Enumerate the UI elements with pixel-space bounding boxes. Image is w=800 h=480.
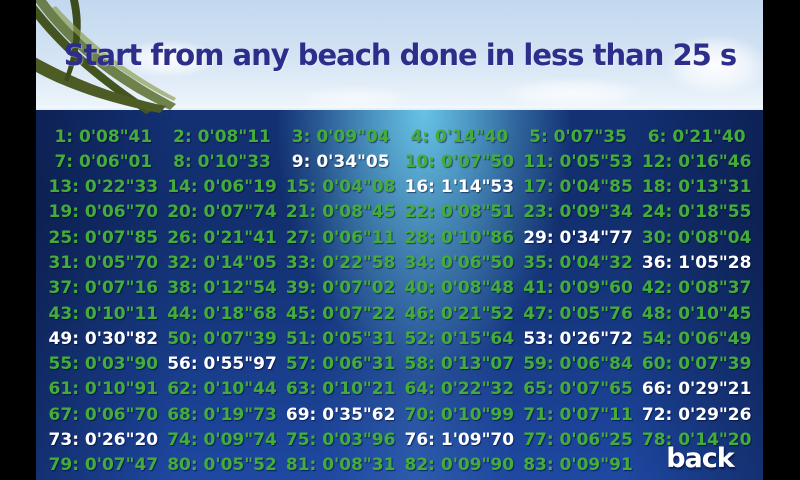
- time-cell: 33: 0'22"58: [285, 253, 396, 274]
- time-cell: 83: 0'09"91: [523, 455, 633, 476]
- time-cell: 50: 0'07"39: [167, 328, 277, 349]
- time-cell: 78: 0'14"20: [641, 430, 752, 451]
- time-cell: 66: 0'29"21: [641, 379, 752, 400]
- time-cell: 25: 0'07"85: [48, 227, 159, 248]
- times-grid: 1: 0'08"41 2: 0'08"11 3: 0'09"04 4: 0'14"40…: [44, 124, 756, 478]
- time-cell: 51: 0'05"31: [285, 328, 396, 349]
- time-cell: 40: 0'08"48: [404, 278, 515, 299]
- time-cell: 79: 0'07"47: [48, 455, 159, 476]
- time-cell: 62: 0'10"44: [167, 379, 277, 400]
- time-cell: 8: 0'10"33: [173, 151, 271, 172]
- time-cell: 5: 0'07"35: [529, 126, 627, 147]
- time-cell: 3: 0'09"04: [291, 126, 390, 147]
- time-cell: 56: 0'55"97: [167, 354, 277, 375]
- time-cell: 77: 0'06"25: [523, 430, 633, 451]
- cloud-faint: [295, 86, 415, 110]
- time-cell: 72: 0'29"26: [641, 404, 752, 425]
- time-cell: 44: 0'18"68: [167, 303, 277, 324]
- time-cell: 82: 0'09"90: [404, 455, 515, 476]
- time-cell: 59: 0'06"84: [523, 354, 633, 375]
- time-cell: 63: 0'10"21: [285, 379, 396, 400]
- time-cell: 71: 0'07"11: [523, 404, 633, 425]
- time-cell: 81: 0'08"31: [285, 455, 396, 476]
- time-cell: 17: 0'04"85: [523, 177, 633, 198]
- cloud-right: [664, 34, 768, 96]
- time-cell: 60: 0'07"39: [641, 354, 752, 375]
- time-cell: 36: 1'05"28: [641, 253, 752, 274]
- time-cell: 14: 0'06"19: [167, 177, 277, 198]
- time-cell: 26: 0'21"41: [167, 227, 277, 248]
- time-cell: 67: 0'06"70: [48, 404, 159, 425]
- time-cell: 10: 0'07"50: [404, 151, 515, 172]
- time-cell: 35: 0'04"32: [523, 253, 633, 274]
- time-cell: 37: 0'07"16: [48, 278, 159, 299]
- time-cell: 74: 0'09"74: [167, 430, 277, 451]
- time-cell: 7: 0'06"01: [54, 151, 153, 172]
- time-cell: 39: 0'07"02: [285, 278, 396, 299]
- time-cell: 68: 0'19"73: [167, 404, 277, 425]
- time-cell: 57: 0'06"31: [285, 354, 396, 375]
- time-cell: 13: 0'22"33: [48, 177, 159, 198]
- time-cell: 28: 0'10"86: [404, 227, 515, 248]
- cloud-left: [116, 40, 220, 78]
- time-cell: 21: 0'08"45: [285, 202, 396, 223]
- letterbox-left: [0, 0, 36, 480]
- time-cell: 70: 0'10"99: [404, 404, 515, 425]
- time-cell: 18: 0'13"31: [641, 177, 752, 198]
- time-cell: 58: 0'13"07: [404, 354, 515, 375]
- time-cell: 34: 0'06"50: [404, 253, 515, 274]
- time-cell: 42: 0'08"37: [641, 278, 752, 299]
- time-cell: 19: 0'06"70: [48, 202, 159, 223]
- time-cell: 80: 0'05"52: [167, 455, 277, 476]
- time-cell: 65: 0'07"65: [523, 379, 633, 400]
- time-cell: 61: 0'10"91: [48, 379, 159, 400]
- time-cell: 12: 0'16"46: [641, 151, 752, 172]
- time-cell: 20: 0'07"74: [167, 202, 277, 223]
- time-cell: 43: 0'10"11: [48, 303, 159, 324]
- time-cell: 32: 0'14"05: [167, 253, 277, 274]
- time-cell: 31: 0'05"70: [48, 253, 159, 274]
- time-cell: 55: 0'03"90: [48, 354, 159, 375]
- time-cell: 52: 0'15"64: [404, 328, 515, 349]
- time-cell: 16: 1'14"53: [404, 177, 515, 198]
- cloud-middle: [498, 78, 648, 108]
- time-cell: 23: 0'09"34: [523, 202, 633, 223]
- time-cell: 15: 0'04"08: [285, 177, 396, 198]
- time-cell: 41: 0'09"60: [523, 278, 633, 299]
- panel-sheen: [0, 110, 800, 480]
- time-cell: 24: 0'18"55: [641, 202, 752, 223]
- time-cell: 29: 0'34"77: [523, 227, 633, 248]
- time-cell: 6: 0'21"40: [647, 126, 746, 147]
- time-cell: 64: 0'22"32: [404, 379, 515, 400]
- time-cell: 47: 0'05"76: [523, 303, 633, 324]
- time-cell: 54: 0'06"49: [641, 328, 752, 349]
- time-cell: 27: 0'06"11: [285, 227, 396, 248]
- time-cell: 1: 0'08"41: [54, 126, 153, 147]
- time-cell: 9: 0'34"05: [291, 151, 390, 172]
- time-cell: 11: 0'05"53: [523, 151, 633, 172]
- time-cell: 2: 0'08"11: [173, 126, 271, 147]
- time-cell: 69: 0'35"62: [285, 404, 396, 425]
- time-cell: 4: 0'14"40: [410, 126, 509, 147]
- time-cell: 76: 1'09"70: [404, 430, 515, 451]
- back-button[interactable]: back: [666, 442, 735, 474]
- time-cell: 75: 0'03"96: [285, 430, 396, 451]
- time-cell: 46: 0'21"52: [404, 303, 515, 324]
- time-cell: 38: 0'12"54: [167, 278, 277, 299]
- time-cell: 73: 0'26"20: [48, 430, 159, 451]
- letterbox-right: [763, 0, 800, 480]
- sky-background: [0, 0, 800, 110]
- time-cell: 45: 0'07"22: [285, 303, 396, 324]
- time-cell: 48: 0'10"45: [641, 303, 752, 324]
- time-cell: 49: 0'30"82: [48, 328, 159, 349]
- time-cell: 22: 0'08"51: [404, 202, 515, 223]
- grass-decoration: [26, 0, 176, 114]
- challenge-title: Start from any beach done in less than 2…: [63, 38, 737, 72]
- time-cell: 30: 0'08"04: [641, 227, 752, 248]
- records-panel: [0, 108, 800, 480]
- time-cell: 53: 0'26"72: [523, 328, 633, 349]
